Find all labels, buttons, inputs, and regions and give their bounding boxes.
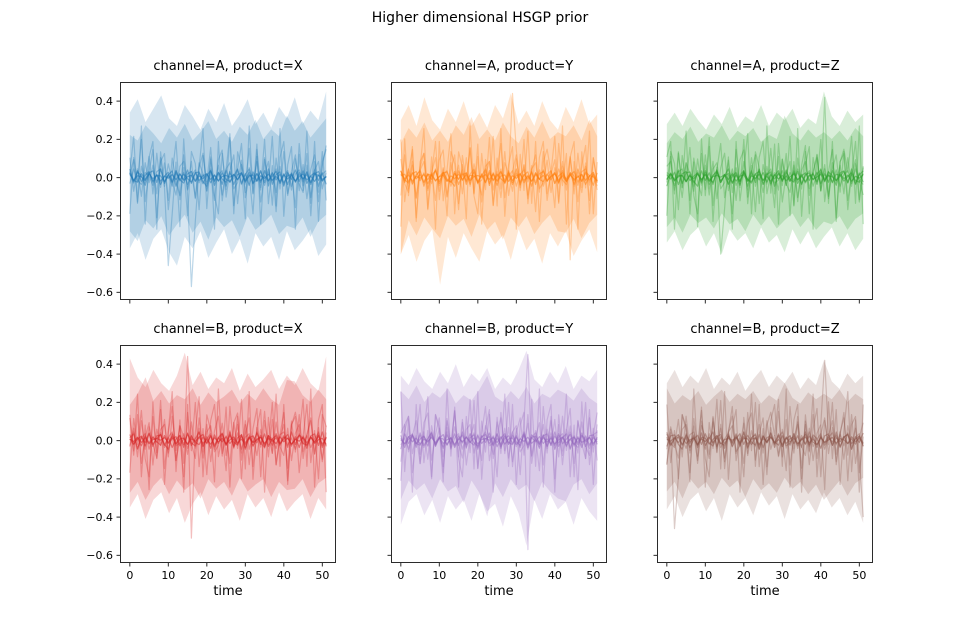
- subplot-title: channel=A, product=Y: [424, 59, 574, 74]
- prior-band-outer: [666, 91, 864, 255]
- subplot-channel-b-product-x: channel=B, product=X 0 10 20 30 40 50 0.4 0.2 0.…: [86, 318, 336, 599]
- prior-sample-line: [666, 436, 864, 446]
- prior-sample-line: [666, 359, 864, 518]
- y-tick-label: −0.6: [86, 286, 113, 299]
- subplot-title: channel=A, product=X: [153, 59, 303, 74]
- x-tick-label: 50: [586, 569, 600, 582]
- prior-band-outer: [400, 350, 598, 546]
- y-tick-label: 0.2: [96, 133, 114, 146]
- prior-band-inner: [666, 115, 864, 233]
- prior-sample-line: [400, 354, 598, 481]
- x-axis-label: time: [750, 584, 779, 599]
- axes-spines: [391, 345, 607, 563]
- prior-sample-line: [666, 136, 864, 219]
- axes-spines: [391, 82, 607, 300]
- x-tick-label: 20: [737, 569, 751, 582]
- x-axis-label: time: [484, 584, 513, 599]
- y-tick-label: 0.0: [96, 434, 114, 447]
- prior-sample-line: [666, 399, 864, 482]
- x-tick-label: 40: [548, 569, 562, 582]
- subplot-title: channel=B, product=Y: [424, 322, 574, 337]
- prior-sample-line: [666, 96, 864, 255]
- prior-sample-line: [129, 136, 327, 219]
- x-tick-label: 30: [775, 569, 789, 582]
- y-tick-label: 0.4: [96, 358, 114, 371]
- subplot-title: channel=A, product=Z: [690, 59, 840, 74]
- y-tick-label: 0.4: [96, 95, 114, 108]
- x-tick-label: 0: [397, 569, 404, 582]
- prior-sample-line: [400, 92, 598, 261]
- x-tick-label: 40: [277, 569, 291, 582]
- x-tick-label: 30: [238, 569, 252, 582]
- prior-sample-line: [400, 388, 598, 551]
- x-tick-label: 0: [663, 569, 670, 582]
- subplot-title: channel=B, product=X: [153, 322, 303, 337]
- prior-band-outer: [400, 93, 598, 285]
- plot-area: 0.4 0.2 0.0 −0.2 −0.4 −0.6: [86, 82, 336, 304]
- prior-band-inner: [400, 117, 598, 255]
- prior-band-inner: [400, 375, 598, 517]
- x-axis-label: time: [213, 584, 242, 599]
- x-tick-label: 30: [509, 569, 523, 582]
- x-tick-label: 50: [315, 569, 329, 582]
- subplot-channel-a-product-x: channel=A, product=X 0.4 0.2 0.0 −0.2 −0.4 −0…: [86, 55, 336, 304]
- prior-sample-line: [129, 420, 327, 462]
- prior-sample-line: [666, 388, 864, 530]
- axes-spines: [657, 345, 873, 563]
- x-tick-label: 0: [126, 569, 133, 582]
- x-tick-label: 10: [161, 569, 175, 582]
- prior-sample-line: [400, 173, 598, 183]
- subplot-title: channel=B, product=Z: [690, 322, 840, 337]
- prior-sample-line: [400, 436, 598, 446]
- prior-sample-line: [129, 436, 327, 446]
- prior-sample-line: [400, 410, 598, 469]
- plot-area: [387, 82, 607, 304]
- x-tick-label: 10: [698, 569, 712, 582]
- y-tick-label: −0.4: [86, 248, 113, 261]
- figure-title: Higher dimensional HSGP prior: [371, 10, 589, 26]
- y-tick-label: 0.2: [96, 396, 114, 409]
- x-tick-label: 50: [852, 569, 866, 582]
- subplot-channel-b-product-z: channel=B, product=Z 0 10 20 30 40 50 time: [653, 318, 873, 599]
- prior-sample-line: [666, 173, 864, 183]
- axes-spines: [657, 82, 873, 300]
- prior-sample-line: [129, 125, 327, 288]
- axes-spines: [120, 82, 336, 300]
- prior-sample-line: [666, 147, 864, 206]
- x-tick-label: 20: [200, 569, 214, 582]
- subplot-channel-a-product-y: channel=A, product=Y: [387, 55, 607, 304]
- y-tick-label: −0.6: [86, 549, 113, 562]
- y-tick-label: −0.2: [86, 210, 113, 223]
- y-tick-label: −0.2: [86, 473, 113, 486]
- subplot-channel-a-product-z: channel=A, product=Z: [653, 55, 873, 304]
- prior-sample-line: [129, 173, 327, 183]
- x-tick-label: 20: [471, 569, 485, 582]
- plot-area: 0 10 20 30 40 50 time: [653, 345, 873, 599]
- plot-area: 0 10 20 30 40 50 0.4 0.2 0.0 −0.2 −0.4 −0.6 time: [86, 345, 336, 599]
- x-tick-label: 40: [814, 569, 828, 582]
- x-tick-label: 10: [432, 569, 446, 582]
- subplot-channel-b-product-y: channel=B, product=Y 0 10 20 30 40 50 time: [387, 318, 607, 599]
- plot-area: 0 10 20 30 40 50 time: [387, 345, 607, 599]
- plot-area: [653, 82, 873, 304]
- prior-sample-line: [129, 388, 327, 539]
- y-tick-label: 0.0: [96, 171, 114, 184]
- y-tick-label: −0.4: [86, 511, 113, 524]
- axes-spines: [120, 345, 336, 563]
